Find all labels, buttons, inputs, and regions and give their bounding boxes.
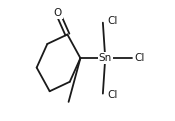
Text: Cl: Cl <box>135 53 145 63</box>
Text: O: O <box>54 8 62 18</box>
Text: Cl: Cl <box>108 90 118 100</box>
Text: Sn: Sn <box>99 53 112 63</box>
Text: Cl: Cl <box>108 16 118 26</box>
